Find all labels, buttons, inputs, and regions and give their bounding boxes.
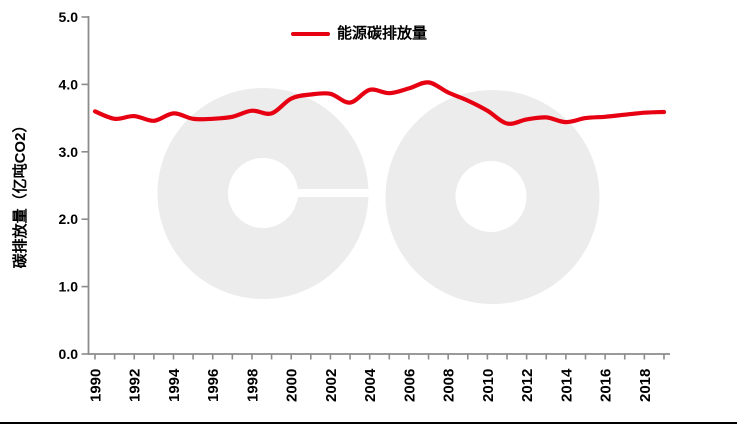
x-tick-label: 2000 <box>284 369 301 402</box>
x-axis-tick-labels: 1990 1992 1994 1996 1998 2000 2002 2004 2006 2008… <box>88 368 654 402</box>
y-tick-label: 0.0 <box>59 346 79 362</box>
watermark-o-counter <box>455 161 527 232</box>
x-tick-label: 2016 <box>598 369 615 402</box>
bottom-border-line <box>0 422 737 424</box>
energy-carbon-emissions-line <box>92 80 667 126</box>
x-tick-label: 2014 <box>558 368 575 402</box>
x-tick-label: 1990 <box>88 369 105 402</box>
x-tick-label: 2018 <box>637 369 654 402</box>
y-tick-label: 2.0 <box>59 211 79 227</box>
x-tick-label: 2010 <box>480 369 497 402</box>
x-tick-label: 1998 <box>244 369 261 402</box>
y-tick-label: 1.0 <box>59 279 79 295</box>
y-tick-label: 4.0 <box>59 76 79 92</box>
x-axis-ticks <box>94 354 665 360</box>
eo-logo-watermark <box>157 88 600 304</box>
legend: 能源碳排放量 <box>291 26 427 41</box>
x-tick-label: 2008 <box>441 369 458 402</box>
x-tick-label: 1994 <box>166 368 183 402</box>
y-axis-ticks <box>81 16 89 355</box>
x-tick-label: 2004 <box>362 368 379 402</box>
x-tick-label: 1992 <box>127 369 144 402</box>
watermark-e-slot <box>263 189 369 197</box>
x-tick-label: 2012 <box>519 369 536 402</box>
y-axis-tick-labels: 0.0 1.0 2.0 3.0 4.0 5.0 <box>59 9 79 362</box>
legend-label: 能源碳排放量 <box>337 25 428 42</box>
y-tick-label: 3.0 <box>59 144 79 160</box>
x-tick-label: 2002 <box>323 369 340 402</box>
x-tick-label: 2006 <box>401 369 418 402</box>
x-tick-label: 1996 <box>205 369 222 402</box>
legend-line-key <box>291 31 330 36</box>
y-axis-title: 碳排放量（亿吨CO2） <box>12 117 29 269</box>
y-tick-label: 5.0 <box>59 9 79 25</box>
